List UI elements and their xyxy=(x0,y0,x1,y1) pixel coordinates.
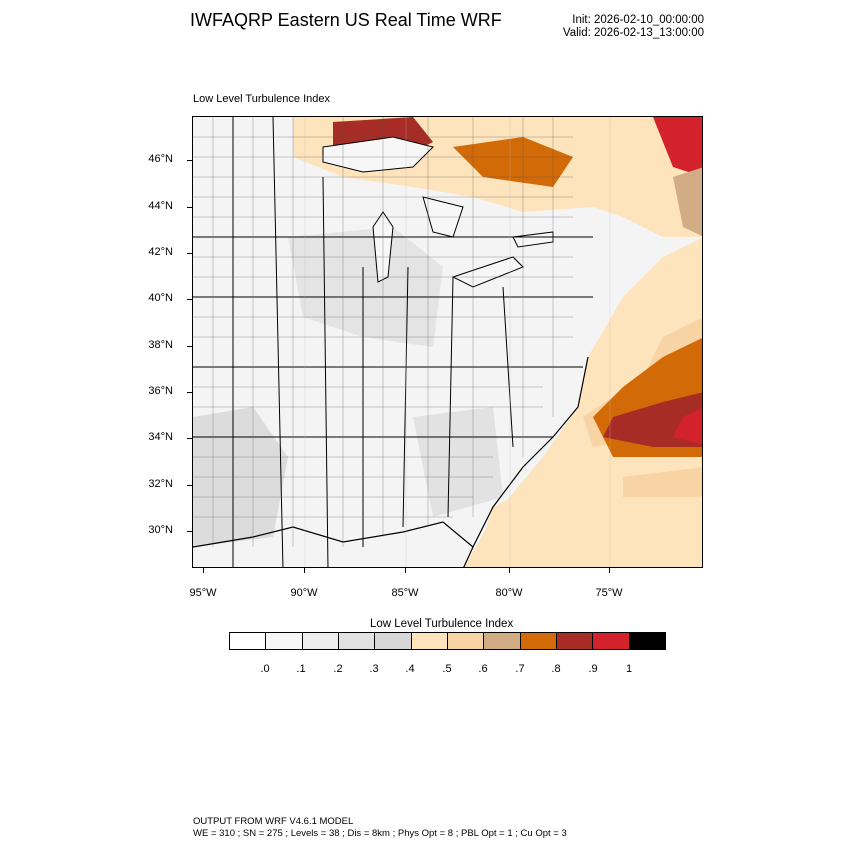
colorbar-cell xyxy=(447,633,485,649)
lon-tick xyxy=(304,568,305,573)
footer-params: WE = 310 ; SN = 275 ; Levels = 38 ; Dis … xyxy=(193,828,567,839)
colorbar-label: .1 xyxy=(296,663,306,675)
lon-label-80: 80°W xyxy=(495,587,523,599)
colorbar xyxy=(229,632,666,650)
colorbar-cell xyxy=(338,633,376,649)
map-subtitle: Low Level Turbulence Index xyxy=(193,93,330,105)
lat-tick xyxy=(187,438,192,439)
lon-label-85: 85°W xyxy=(391,587,419,599)
colorbar-cell xyxy=(556,633,594,649)
chart-title: IWFAQRP Eastern US Real Time WRF xyxy=(190,10,502,30)
lat-tick xyxy=(187,160,192,161)
colorbar-label: .3 xyxy=(369,663,379,675)
map-canvas xyxy=(193,117,702,567)
lat-tick xyxy=(187,253,192,254)
colorbar-cell xyxy=(629,633,665,649)
colorbar-label: .2 xyxy=(333,663,343,675)
ocean-band-6 xyxy=(623,467,702,497)
colorbar-label: .7 xyxy=(515,663,525,675)
colorbar-cell xyxy=(484,633,521,649)
ocean-band-4 xyxy=(673,407,702,445)
colorbar-cell xyxy=(375,633,412,649)
colorbar-cell xyxy=(302,633,339,649)
lat-tick xyxy=(187,531,192,532)
colorbar-label: .0 xyxy=(260,663,270,675)
lat-label-42: 42°N xyxy=(148,246,173,258)
lon-tick xyxy=(405,568,406,573)
valid-time: Valid: 2026-02-13_13:00:00 xyxy=(562,27,704,39)
colorbar-cell xyxy=(266,633,303,649)
colorbar-label: .8 xyxy=(551,663,561,675)
lat-label-44: 44°N xyxy=(148,200,173,212)
maine-band xyxy=(653,117,702,177)
colorbar-cell xyxy=(411,633,448,649)
colorbar-label: .4 xyxy=(405,663,415,675)
lat-tick xyxy=(187,392,192,393)
lat-label-38: 38°N xyxy=(148,339,173,351)
lat-label-30: 30°N xyxy=(148,524,173,536)
colorbar-cell xyxy=(593,633,630,649)
turbulence-map xyxy=(192,116,703,568)
colorbar-label: .9 xyxy=(588,663,598,675)
new-england-band xyxy=(673,167,702,237)
lon-label-95: 95°W xyxy=(189,587,217,599)
lat-label-46: 46°N xyxy=(148,153,173,165)
colorbar-cell xyxy=(520,633,557,649)
colorbar-cell xyxy=(230,633,267,649)
lon-label-90: 90°W xyxy=(290,587,318,599)
county-grid xyxy=(193,117,573,547)
grey-region-gulf xyxy=(413,407,503,517)
lat-tick xyxy=(187,485,192,486)
lat-tick xyxy=(187,207,192,208)
footer-model: OUTPUT FROM WRF V4.6.1 MODEL xyxy=(193,816,354,827)
lon-label-75: 75°W xyxy=(595,587,623,599)
lon-tick xyxy=(203,568,204,573)
colorbar-label: .5 xyxy=(442,663,452,675)
lat-tick xyxy=(187,299,192,300)
colorbar-label: .6 xyxy=(478,663,488,675)
colorbar-title: Low Level Turbulence Index xyxy=(370,618,514,630)
lat-label-32: 32°N xyxy=(148,478,173,490)
lon-tick xyxy=(509,568,510,573)
lat-tick xyxy=(187,346,192,347)
lat-label-36: 36°N xyxy=(148,385,173,397)
lat-label-40: 40°N xyxy=(148,292,173,304)
init-time: Init: 2026-02-10_00:00:00 xyxy=(572,14,704,26)
canada-band-1 xyxy=(453,137,573,187)
graticule xyxy=(304,117,611,567)
lat-label-34: 34°N xyxy=(148,431,173,443)
colorbar-label: 1 xyxy=(625,663,633,675)
lon-tick xyxy=(609,568,610,573)
